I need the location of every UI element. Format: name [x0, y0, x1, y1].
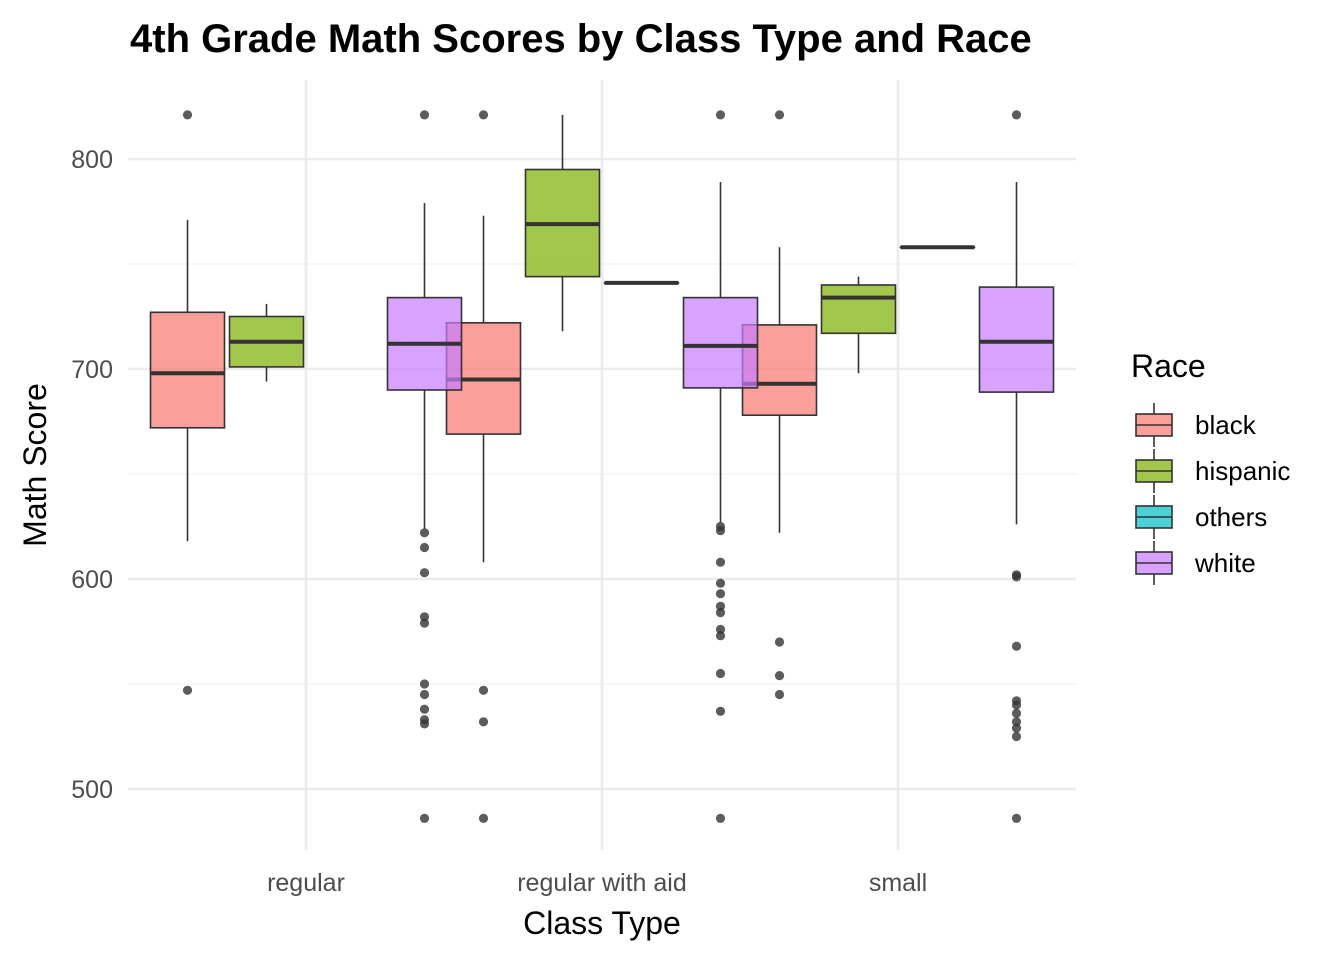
outlier-point [419, 528, 430, 538]
outlier-point [715, 813, 726, 824]
y-axis-title: Math Score [17, 383, 53, 547]
legend-title: Race [1131, 348, 1206, 384]
boxes-layer [149, 114, 1055, 563]
chart-title: 4th Grade Math Scores by Class Type and … [130, 17, 1032, 61]
y-tick-label: 600 [71, 566, 113, 594]
y-tick-label: 500 [71, 776, 113, 804]
outlier-point [1011, 572, 1022, 582]
outlier-point [715, 706, 726, 716]
outlier-point [715, 608, 726, 618]
legend-label: hispanic [1195, 456, 1290, 486]
legend-label: white [1194, 548, 1256, 578]
box-white-small [978, 182, 1055, 525]
outlier-point [182, 110, 193, 120]
box-iqr [149, 311, 226, 429]
outlier-point [478, 685, 489, 695]
outlier-point [1011, 813, 1022, 824]
box-black-small [741, 247, 818, 533]
legend-item-others: others [1135, 495, 1267, 539]
x-tick-label: regular [267, 869, 345, 897]
outlier-point [715, 578, 726, 588]
x-tick-label: regular with aid [517, 869, 687, 897]
box-iqr [682, 296, 759, 389]
outlier-point [1011, 731, 1022, 742]
outlier-point [715, 110, 726, 120]
outlier-point [774, 671, 785, 681]
y-tick-label: 700 [71, 356, 113, 384]
box-hispanic-regular [228, 303, 305, 382]
outlier-point [715, 557, 726, 567]
outlier-point [1011, 641, 1022, 651]
x-tick-labels: regular regular with aid small [267, 869, 927, 897]
outlier-point [774, 110, 785, 120]
outlier-point [419, 679, 430, 689]
legend-item-white: white [1135, 541, 1256, 585]
outlier-point [1011, 700, 1022, 710]
box-black-regular [149, 219, 226, 542]
outlier-point [1011, 708, 1022, 719]
outlier-point [478, 110, 489, 120]
outlier-point [1011, 723, 1022, 733]
outlier-point [419, 719, 430, 729]
box-hispanic-small [820, 276, 897, 374]
x-tick-label: small [869, 869, 927, 897]
outlier-point [478, 813, 489, 824]
x-axis-title: Class Type [523, 905, 681, 941]
outlier-point [715, 601, 726, 611]
legend: Race black hispanic others white [1131, 348, 1290, 585]
outlier-point [1011, 717, 1022, 727]
box-iqr [820, 284, 897, 335]
outlier-point [715, 526, 726, 536]
legend-item-hispanic: hispanic [1135, 449, 1290, 493]
outlier-point [1011, 110, 1022, 120]
outlier-point [715, 624, 726, 635]
legend-label: others [1195, 502, 1267, 532]
legend-item-black: black [1135, 403, 1257, 447]
outlier-point [419, 542, 430, 553]
box-iqr [978, 286, 1055, 393]
outlier-point [419, 813, 430, 824]
outlier-point [715, 668, 726, 679]
outlier-point [419, 568, 430, 578]
outlier-point [715, 631, 726, 641]
box-white-regular [386, 203, 463, 529]
outliers-layer [182, 110, 1022, 824]
outlier-point [774, 637, 785, 647]
outlier-point [419, 110, 430, 120]
grid-layer [128, 80, 1076, 850]
y-tick-label: 800 [71, 146, 113, 174]
y-tick-labels: 500 600 700 800 [71, 146, 113, 804]
box-white-regular-with-aid [682, 182, 759, 523]
outlier-point [182, 685, 193, 695]
outlier-point [419, 704, 430, 714]
outlier-point [419, 689, 430, 700]
outlier-point [478, 717, 489, 727]
outlier-point [715, 589, 726, 599]
outlier-point [419, 618, 430, 628]
legend-label: black [1195, 410, 1257, 440]
box-hispanic-regular-with-aid [524, 114, 601, 332]
outlier-point [419, 612, 430, 622]
outlier-point [774, 689, 785, 700]
